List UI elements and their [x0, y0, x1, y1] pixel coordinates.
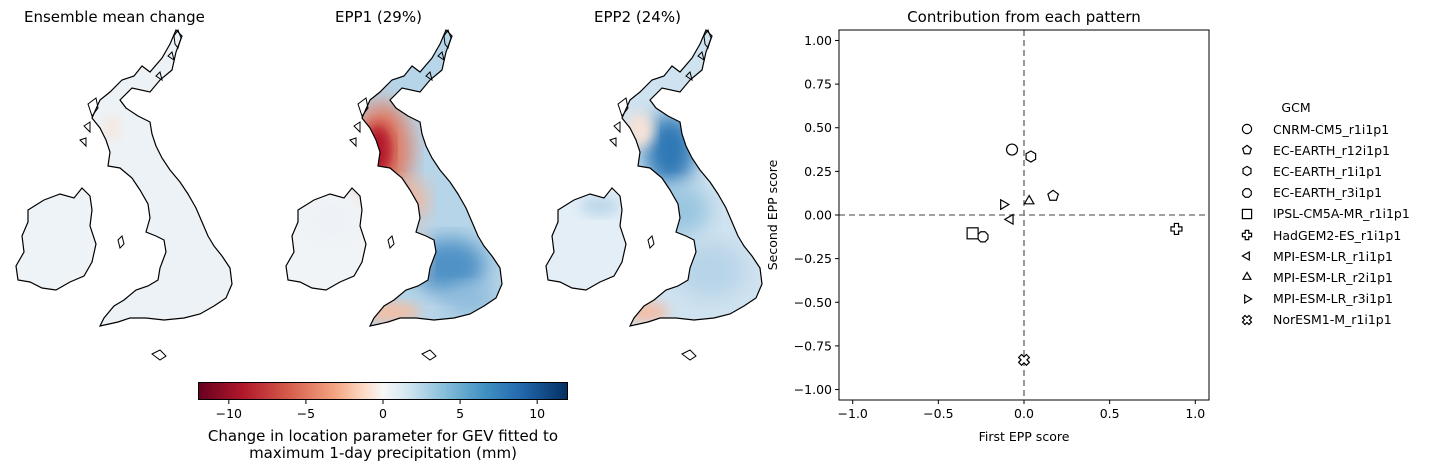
- x-axis-label: First EPP score: [979, 429, 1070, 444]
- colorbar-label-line1: Change in location parameter for GEV fit…: [207, 427, 559, 445]
- colorbar-tick-label: 10: [529, 406, 545, 421]
- chart-title: Contribution from each pattern: [907, 8, 1141, 26]
- point-noresm1-m-r1i1p1: [1017, 353, 1031, 367]
- y-tick-label: −1.00: [794, 382, 832, 397]
- y-tick-label: 0.25: [804, 164, 832, 179]
- scatter-chart: Contribution from each pattern First EPP…: [765, 8, 1210, 444]
- x-tick-label: −0.5: [923, 406, 953, 421]
- colorbar-tick-label: −10: [216, 406, 242, 421]
- colorbar-label: Change in location parameter for GEV fit…: [140, 428, 626, 462]
- y-tick-label: 0.00: [804, 208, 832, 223]
- point-mpi-esm-lr-r2i1p1: [1023, 194, 1035, 205]
- legend-marker-octagon: [1242, 187, 1252, 198]
- point-hadgem2-es-r1i1p1: [1170, 222, 1183, 236]
- point-mpi-esm-lr-r3i1p1: [1000, 198, 1011, 211]
- colorbar-ticks: −10 −5 0 5 10: [216, 400, 545, 421]
- colorbar: [198, 382, 568, 400]
- legend-marker-icon: [1244, 293, 1253, 304]
- y-tick-label: 0.50: [804, 120, 832, 135]
- legend-label: HadGEM2-ES_r1i1p1: [1273, 227, 1402, 243]
- legend-marker-icon: [1241, 208, 1253, 219]
- legend-item: CNRM-CM5_r1i1p1: [1240, 121, 1389, 137]
- legend-marker-icon: [1241, 251, 1250, 262]
- legend-title: GCM: [1281, 100, 1311, 115]
- y-axis-label: Second EPP score: [765, 159, 780, 270]
- legend-label: MPI-ESM-LR_r3i1p1: [1273, 291, 1393, 307]
- legend-marker-icon: [1242, 187, 1252, 198]
- x-tick-label: 0.0: [1014, 406, 1034, 421]
- legend-item: IPSL-CM5A-MR_r1i1p1: [1240, 206, 1410, 222]
- legend-item: NorESM1-M_r1i1p1: [1240, 312, 1392, 328]
- legend-item: MPI-ESM-LR_r1i1p1: [1240, 248, 1393, 264]
- legend-marker-icon: [1241, 271, 1253, 281]
- x-tick-label: 1.0: [1185, 406, 1205, 421]
- legend-marker-icon: [1241, 123, 1253, 135]
- legend-marker-x-filled: [1241, 314, 1253, 326]
- point-ec-earth-r3i1p1: [977, 231, 989, 243]
- map-title-epp2: EPP2 (24%): [594, 8, 681, 26]
- legend-label: EC-EARTH_r1i1p1: [1273, 163, 1383, 179]
- legend-marker-hexagon: [1242, 166, 1252, 177]
- x-tick-label: −1.0: [838, 406, 868, 421]
- y-tick-label: −0.25: [794, 251, 832, 266]
- legend-marker-triangle-right: [1244, 293, 1253, 304]
- legend-label: NorESM1-M_r1i1p1: [1273, 312, 1392, 328]
- legend-label: EC-EARTH_r3i1p1: [1273, 185, 1383, 201]
- legend-marker-circle: [1241, 123, 1253, 135]
- legend-item: MPI-ESM-LR_r2i1p1: [1240, 269, 1393, 285]
- map-title-ensemble-mean: Ensemble mean change: [24, 8, 205, 26]
- legend-marker-plus: [1241, 229, 1253, 241]
- map-title-epp1: EPP1 (29%): [335, 8, 422, 26]
- point-mpi-esm-lr-r1i1p1: [1003, 213, 1014, 226]
- legend-label: MPI-ESM-LR_r2i1p1: [1273, 269, 1393, 285]
- legend-item: EC-EARTH_r12i1p1: [1240, 142, 1390, 158]
- point-ec-earth-r12i1p1: [1047, 189, 1060, 201]
- colorbar-tick-label: 0: [379, 406, 387, 421]
- colorbar-tick-label: −5: [297, 406, 315, 421]
- legend-label: EC-EARTH_r12i1p1: [1273, 142, 1391, 158]
- legend-marker-icon: [1241, 314, 1253, 326]
- legend-item: EC-EARTH_r3i1p1: [1240, 185, 1382, 201]
- legend-item: EC-EARTH_r1i1p1: [1240, 163, 1382, 179]
- y-tick-label: 1.00: [804, 33, 832, 48]
- colorbar-tick-label: 5: [456, 406, 464, 421]
- point-ipsl-cm5a-mr-r1i1p1: [966, 227, 979, 240]
- y-tick-label: −0.50: [794, 295, 832, 310]
- legend-marker-icon: [1241, 144, 1253, 155]
- legend-item: MPI-ESM-LR_r3i1p1: [1240, 291, 1393, 307]
- point-cnrm-cm5-r1i1p1: [1005, 143, 1019, 156]
- legend-marker-triangle-up: [1241, 271, 1253, 281]
- legend-item: HadGEM2-ES_r1i1p1: [1240, 227, 1401, 243]
- y-tick-label: −0.75: [794, 338, 832, 353]
- legend-marker-triangle-left: [1241, 251, 1250, 262]
- colorbar-label-line2: maximum 1-day precipitation (mm): [249, 444, 517, 462]
- legend-marker-pentagon: [1241, 144, 1253, 155]
- legend-label: MPI-ESM-LR_r1i1p1: [1273, 248, 1393, 264]
- legend-marker-square: [1241, 208, 1253, 219]
- legend-label: IPSL-CM5A-MR_r1i1p1: [1273, 206, 1410, 222]
- legend-marker-icon: [1242, 166, 1252, 177]
- legend-marker-icon: [1241, 229, 1253, 241]
- y-tick-label: 0.75: [804, 77, 832, 92]
- uk-maps: [15, 29, 763, 361]
- point-ec-earth-r1i1p1: [1025, 150, 1037, 163]
- legend-label: CNRM-CM5_r1i1p1: [1273, 121, 1390, 137]
- x-tick-label: 0.5: [1100, 406, 1120, 421]
